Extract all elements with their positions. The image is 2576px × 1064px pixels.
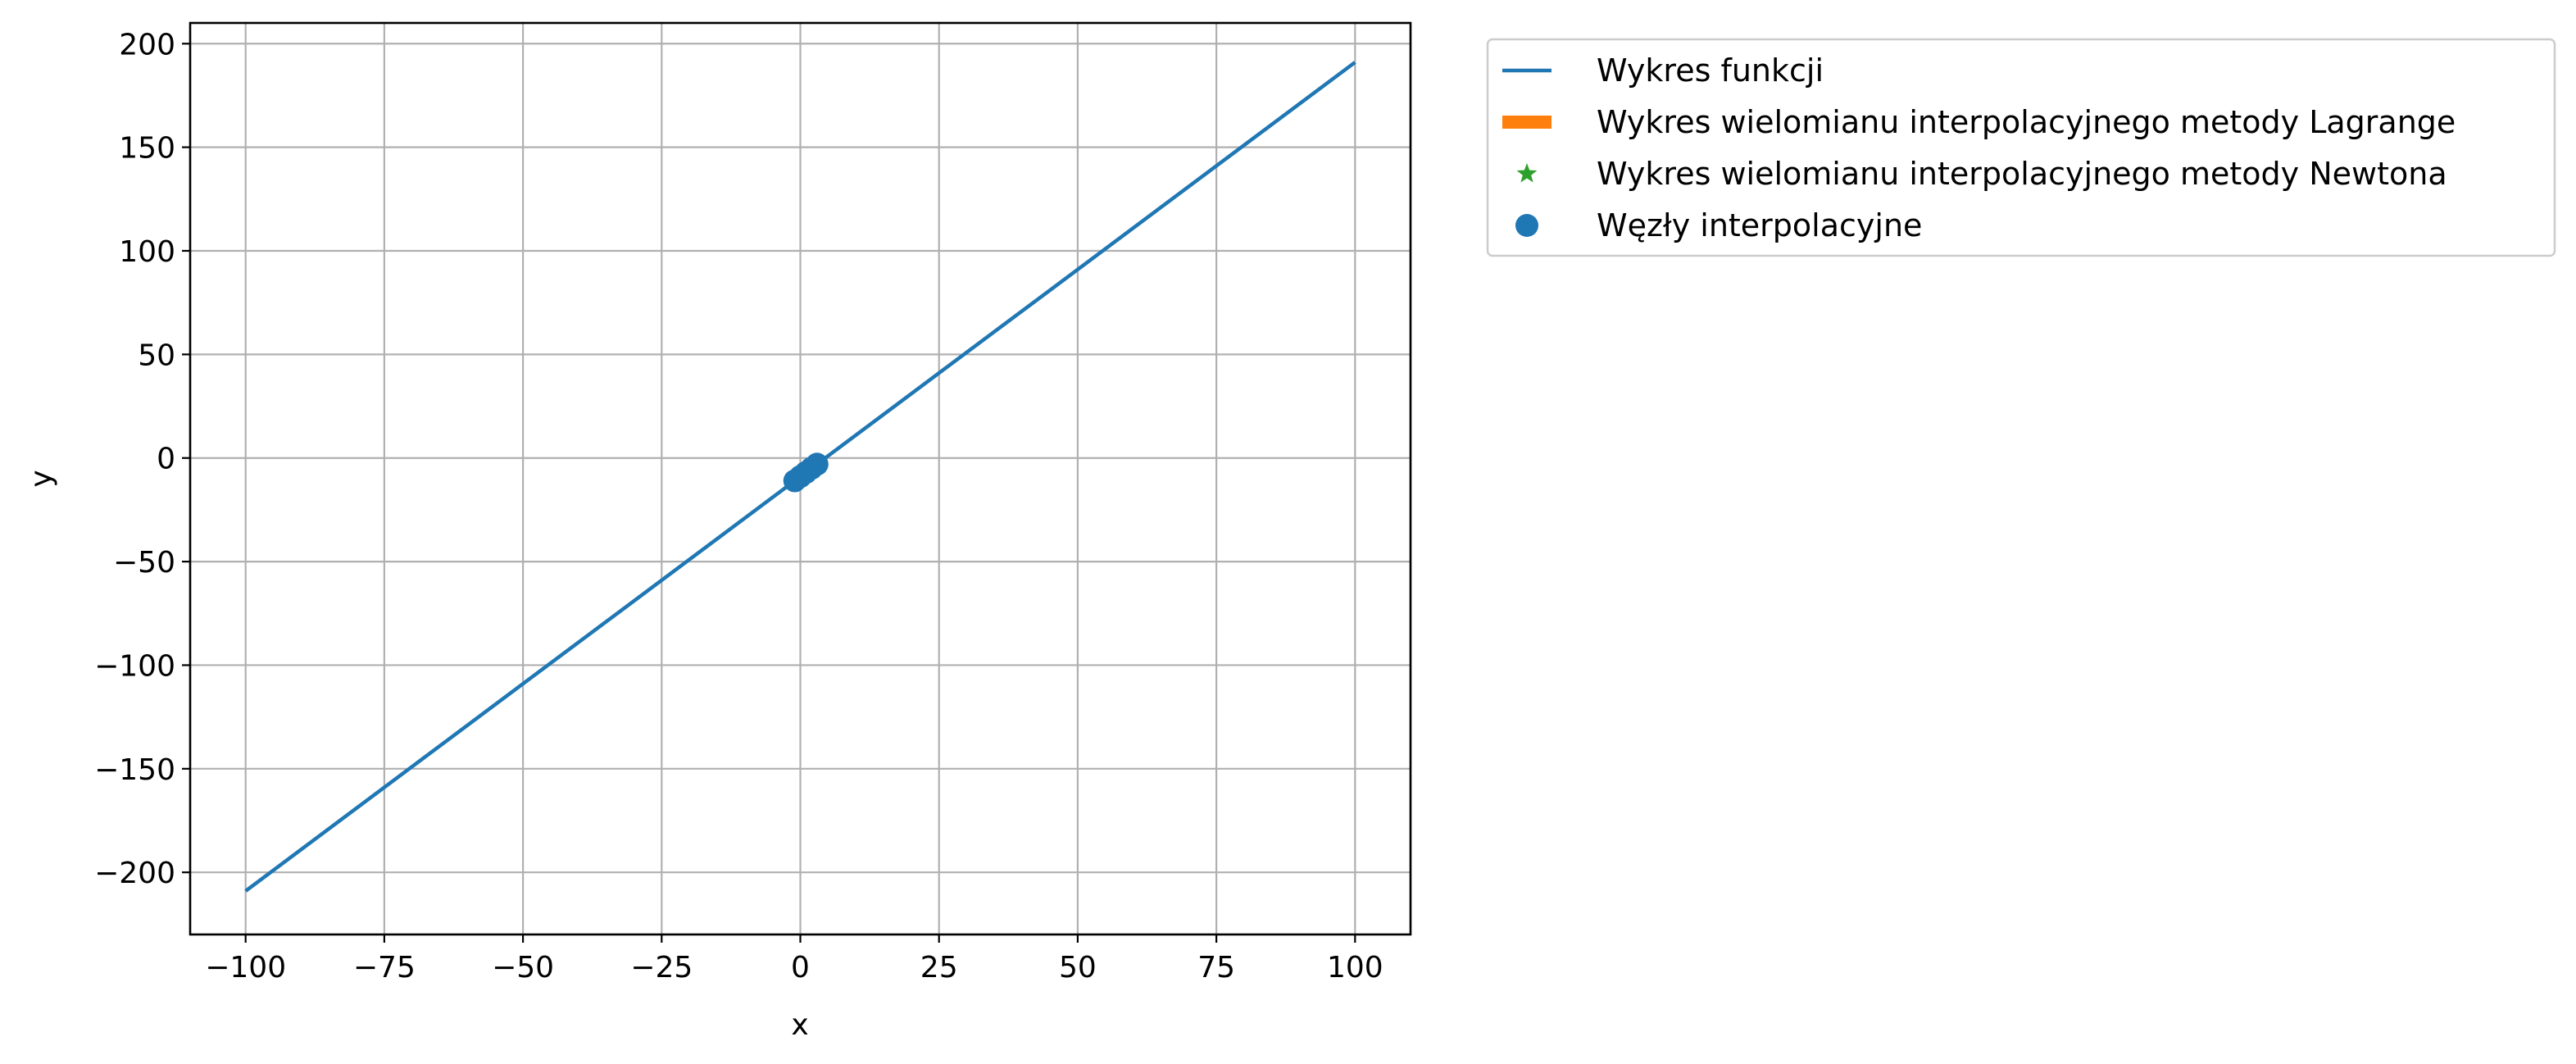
legend-swatch — [1515, 214, 1538, 237]
x-tick-label: 75 — [1197, 951, 1235, 984]
y-tick-label: 200 — [119, 28, 175, 61]
x-tick-label: 50 — [1059, 951, 1097, 984]
legend-label: Wykres wielomianu interpolacyjnego metod… — [1597, 104, 2456, 140]
legend-swatch — [1516, 163, 1538, 183]
legend-item: Wykres wielomianu interpolacyjnego metod… — [1516, 156, 2447, 192]
y-tick-label: 100 — [119, 235, 175, 269]
legend-label: Wykres funkcji — [1597, 52, 1824, 89]
legend-label: Wykres wielomianu interpolacyjnego metod… — [1597, 156, 2447, 192]
legend: Wykres funkcji Wykres wielomianu interpol… — [1486, 38, 2556, 257]
y-tick-label: −50 — [113, 546, 175, 580]
legend-label: Węzły interpolacyjne — [1597, 207, 1922, 243]
x-tick-label: 25 — [920, 951, 958, 984]
axis-ticks: −100 −75 −50 −25 0 25 50 75 100 −200 −150 −100 −50 0 5… — [94, 28, 1383, 984]
grid — [190, 23, 1411, 934]
x-tick-label: 0 — [791, 951, 810, 984]
legend-item: Węzły interpolacyjne — [1515, 207, 1922, 243]
y-tick-label: −200 — [94, 857, 175, 890]
x-axis-label: x — [791, 1008, 808, 1042]
x-tick-label: 100 — [1327, 951, 1383, 984]
y-tick-label: 50 — [138, 339, 175, 372]
plot-series — [244, 61, 1356, 893]
x-tick-label: −25 — [630, 951, 693, 984]
x-tick-label: −100 — [205, 951, 286, 984]
legend-item: Wykres funkcji — [1502, 52, 1824, 89]
x-tick-label: −75 — [353, 951, 416, 984]
data-point — [805, 452, 829, 476]
y-tick-label: −150 — [94, 753, 175, 787]
y-tick-label: −100 — [94, 649, 175, 683]
x-tick-label: −50 — [492, 951, 554, 984]
legend-frame — [1486, 38, 2556, 257]
series-3 — [783, 452, 829, 493]
legend-swatch — [1502, 116, 1552, 129]
legend-item: Wykres wielomianu interpolacyjnego metod… — [1502, 104, 2456, 140]
y-axis-label: y — [25, 470, 58, 487]
y-tick-label: 0 — [157, 443, 175, 476]
y-tick-label: 150 — [119, 132, 175, 166]
